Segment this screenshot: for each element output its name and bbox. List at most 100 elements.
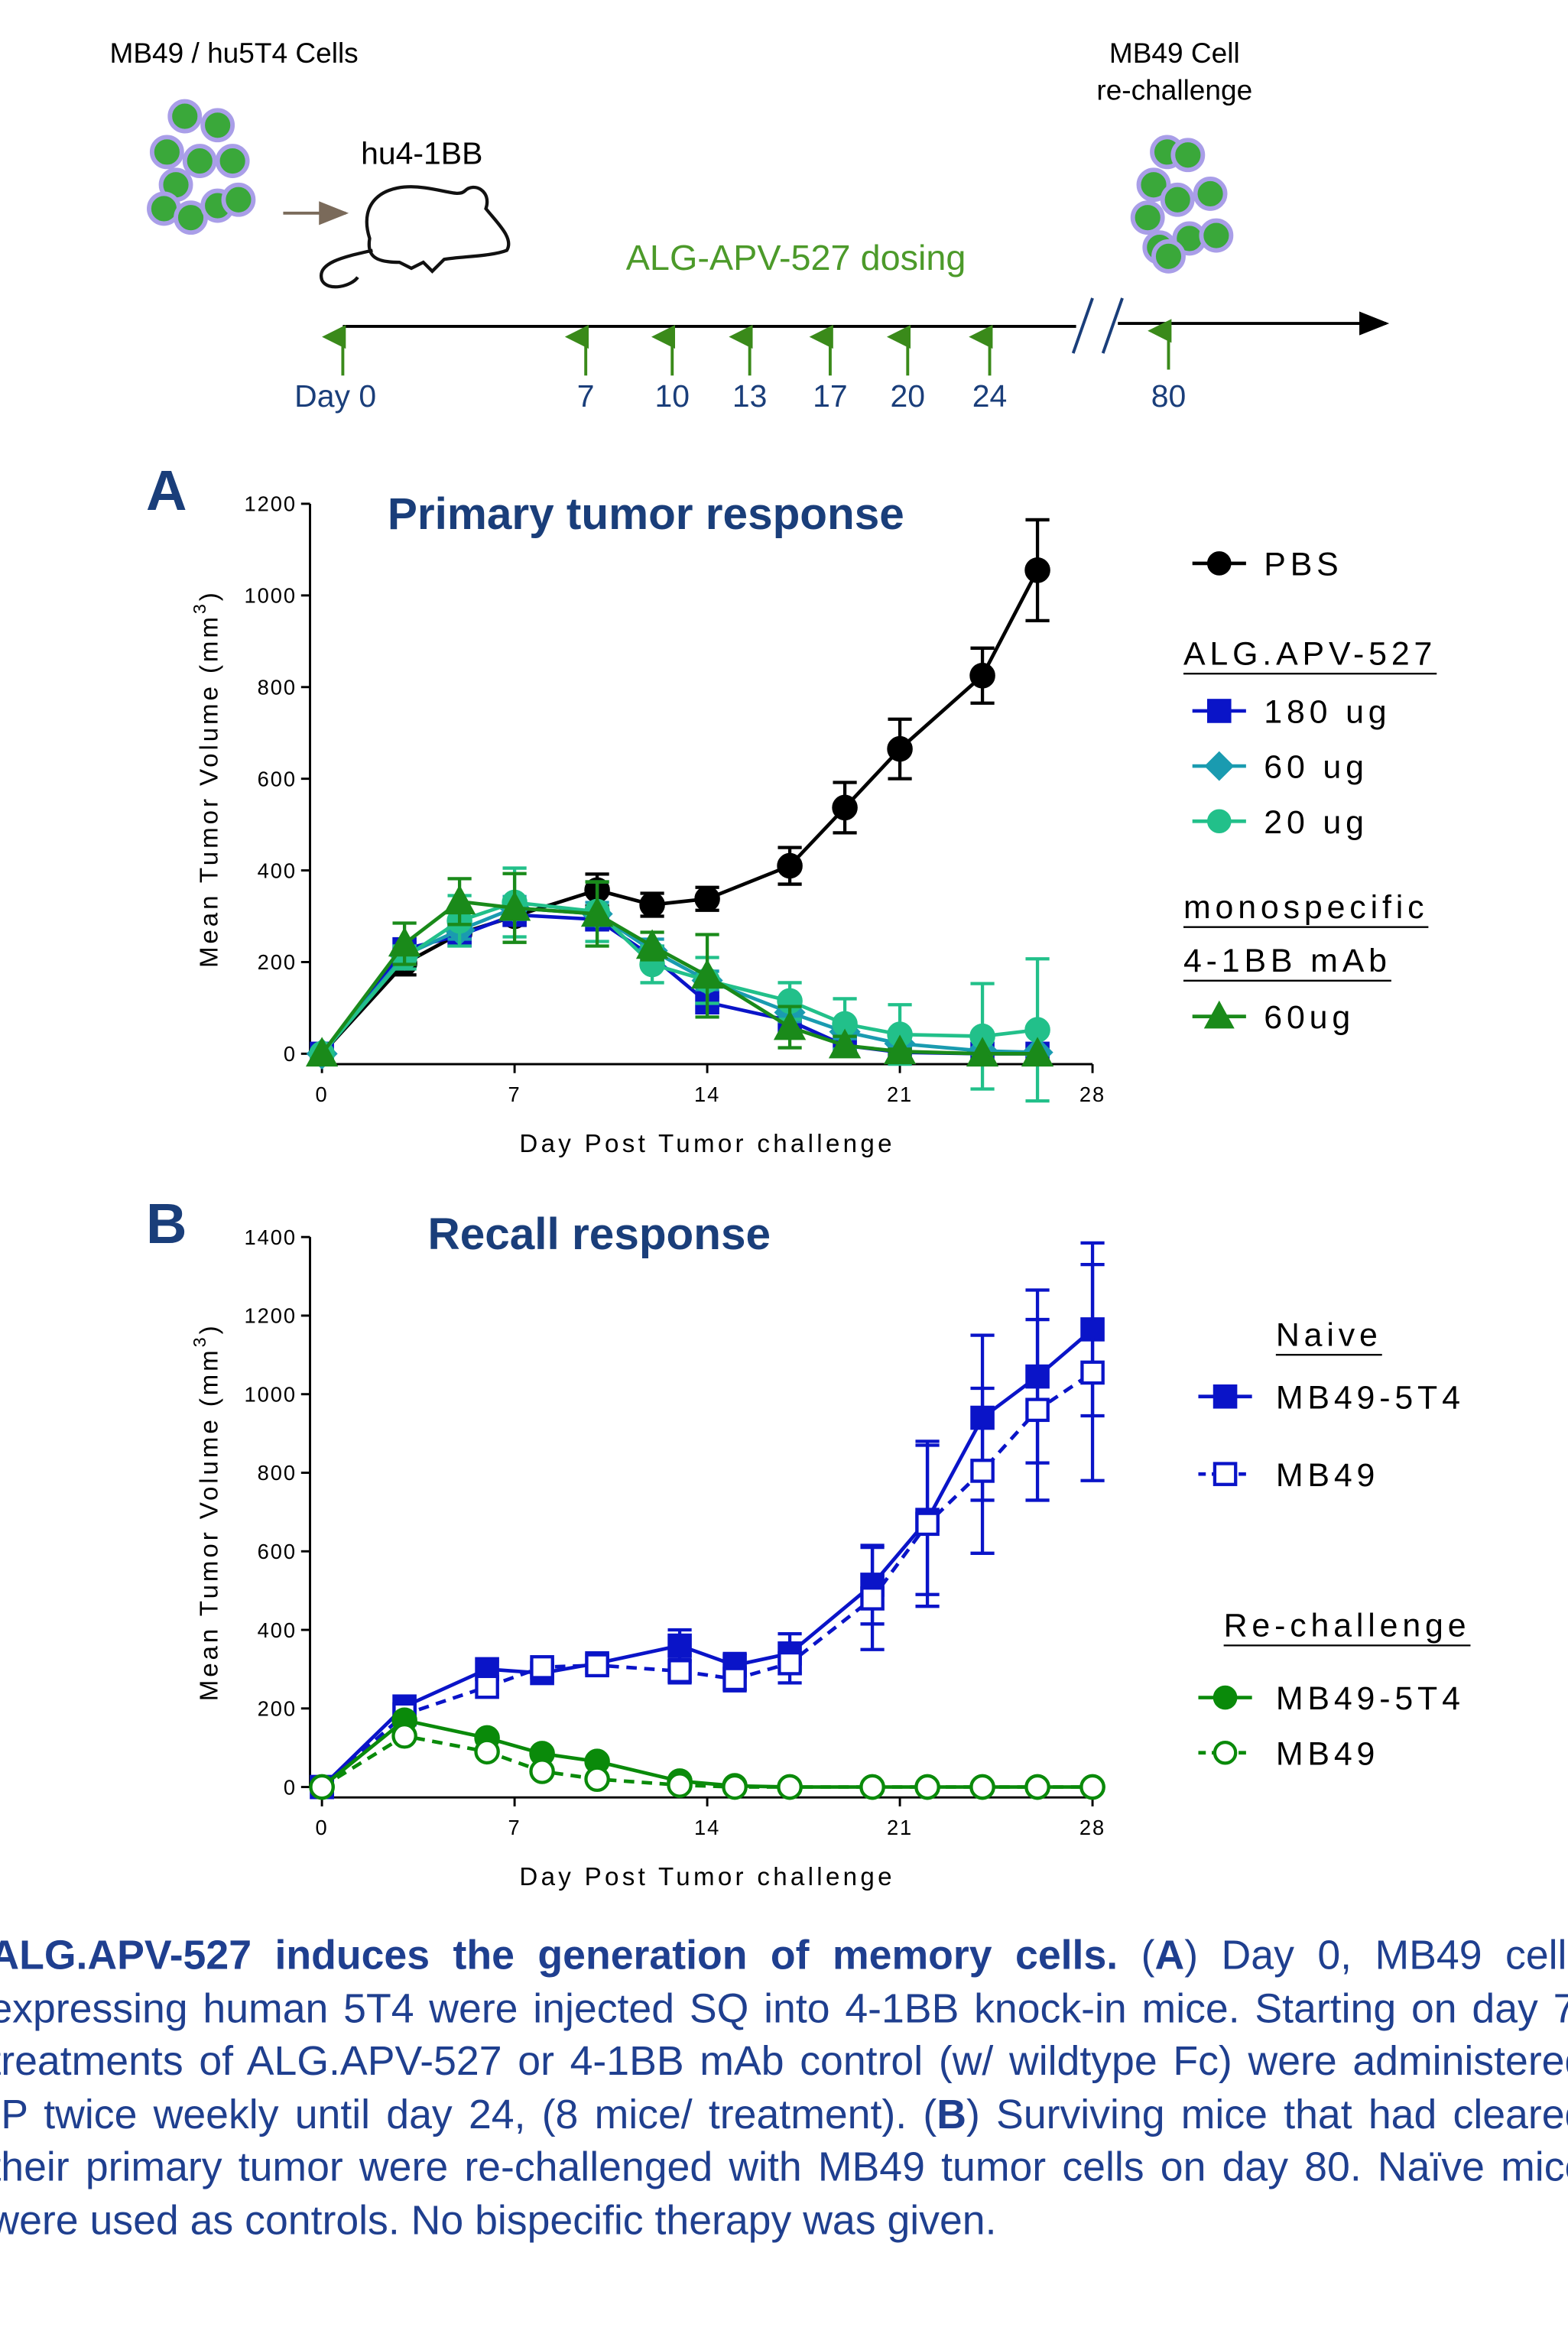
y-axis-label-text: Mean Tumor Volume (mm — [196, 1347, 224, 1701]
data-marker — [722, 1667, 747, 1692]
data-marker — [443, 884, 476, 915]
data-marker — [667, 1633, 692, 1658]
data-marker — [690, 959, 724, 989]
legend-marker — [1213, 1685, 1238, 1710]
data-marker — [832, 794, 858, 821]
caption-text: ) Day 0, MB49 cells expressing human 5T4… — [0, 1931, 1568, 2137]
y-tick-label: 600 — [258, 767, 297, 790]
legend-heading: ALG.APV-527 — [1183, 636, 1437, 673]
y-axis-label-text: ) — [196, 1323, 224, 1334]
data-marker — [970, 1459, 995, 1483]
chart-title: Recall response — [428, 1209, 771, 1259]
figure-caption: ALG.APV-527 induces the generation of me… — [0, 1929, 1568, 2247]
y-tick-label: 1400 — [244, 1225, 297, 1249]
legend-label: MB49 — [1276, 1457, 1379, 1494]
y-tick-label: 200 — [258, 1697, 297, 1721]
y-tick-label: 200 — [258, 950, 297, 974]
rechallenge-label: re-challenge — [1096, 74, 1252, 106]
data-marker — [694, 885, 720, 912]
data-marker — [635, 929, 669, 959]
axis-break — [1101, 297, 1124, 354]
data-marker — [388, 927, 421, 957]
x-tick-label: 28 — [1079, 1082, 1105, 1106]
data-marker — [585, 1653, 609, 1678]
x-tick-label: 21 — [887, 1082, 913, 1106]
series-line — [320, 1371, 1094, 1789]
data-marker — [969, 663, 995, 689]
y-tick-label: 400 — [258, 1618, 297, 1642]
legend-marker — [1206, 699, 1232, 723]
cell-icon — [215, 144, 250, 178]
x-tick-label: 7 — [508, 1816, 521, 1839]
data-marker — [667, 1659, 692, 1683]
data-marker — [667, 1772, 693, 1798]
cell-icon — [1199, 218, 1234, 253]
panel-letter: B — [146, 1192, 187, 1255]
data-marker — [309, 1774, 335, 1800]
legend-label: 20 ug — [1264, 804, 1368, 841]
x-axis-label: Day Post Tumor challenge — [519, 1130, 894, 1158]
y-axis-label-sup: 3 — [190, 1334, 209, 1347]
caption-text: B — [937, 2090, 966, 2137]
data-marker — [966, 1037, 999, 1067]
y-tick-label: 1000 — [244, 584, 297, 608]
y-tick-label: 1000 — [244, 1382, 297, 1406]
y-axis-label-text: Mean Tumor Volume (mm — [196, 614, 224, 968]
series-line — [320, 913, 1038, 1056]
legend-label: MB49-5T4 — [1276, 1680, 1465, 1717]
x-tick-label: 14 — [694, 1816, 720, 1839]
cell-icon — [1130, 200, 1165, 235]
legend-marker — [1213, 1462, 1238, 1486]
data-marker — [1024, 1774, 1050, 1800]
legend-label: MB49 — [1276, 1735, 1379, 1772]
rechallenge-label: MB49 Cell — [1109, 37, 1240, 69]
data-marker — [969, 1774, 995, 1800]
series-line — [320, 1328, 1094, 1789]
y-tick-label: 800 — [258, 1461, 297, 1485]
caption-text: ) Surviving mice that had cleared their … — [0, 2090, 1568, 2244]
cell-icon — [200, 108, 235, 143]
legend-label: 60ug — [1264, 999, 1355, 1036]
y-axis-label-sup: 3 — [190, 601, 209, 614]
x-tick-label: 21 — [887, 1816, 913, 1839]
day-label: Day 0 — [294, 378, 376, 414]
legend-heading: Re-challenge — [1224, 1608, 1471, 1644]
cell-icon — [1151, 239, 1186, 274]
x-tick-label: 0 — [316, 1082, 329, 1106]
y-axis-label: Mean Tumor Volume (mm3) — [190, 589, 224, 968]
legend-marker — [1213, 1740, 1238, 1765]
caption-text: A — [1154, 1931, 1185, 1978]
data-marker — [498, 891, 531, 921]
y-tick-label: 1200 — [244, 1304, 297, 1328]
data-marker — [475, 1674, 499, 1699]
cell-icon — [221, 182, 256, 217]
data-marker — [915, 1511, 940, 1537]
legend-label: 180 ug — [1264, 694, 1391, 731]
x-tick-label: 28 — [1079, 1816, 1105, 1839]
y-tick-label: 800 — [258, 676, 297, 699]
y-axis-label-text: ) — [196, 589, 224, 601]
data-marker — [828, 1028, 862, 1059]
chart-title: Primary tumor response — [388, 489, 904, 539]
x-tick-label: 14 — [694, 1082, 720, 1106]
data-marker — [914, 1774, 940, 1800]
data-marker — [391, 1723, 417, 1749]
data-marker — [722, 1774, 748, 1800]
data-marker — [529, 1758, 555, 1784]
mouse-label: hu4-1BB — [361, 135, 482, 170]
day-label: 13 — [732, 378, 768, 414]
panel-letter: A — [146, 459, 187, 522]
legend-marker — [1204, 751, 1235, 781]
legend-marker — [1203, 1000, 1235, 1029]
y-tick-label: 600 — [258, 1540, 297, 1563]
data-marker — [859, 1774, 885, 1800]
legend-label: PBS — [1264, 547, 1342, 583]
cells-label: MB49 / hu5T4 Cells — [109, 37, 358, 69]
data-marker — [778, 1651, 802, 1676]
legend-label: MB49-5T4 — [1276, 1379, 1465, 1416]
y-tick-label: 400 — [258, 859, 297, 882]
data-marker — [584, 1766, 610, 1793]
data-marker — [883, 1034, 917, 1065]
